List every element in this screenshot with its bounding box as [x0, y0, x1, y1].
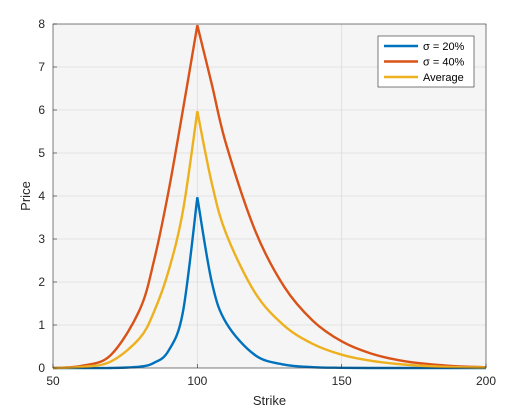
y-tick-label: 6 [38, 103, 45, 117]
y-tick-label: 2 [38, 275, 45, 289]
x-axis-ticks: 50 100 150 200 [46, 364, 496, 388]
legend-label-2: σ = 40% [423, 57, 465, 69]
y-tick-label: 5 [38, 146, 45, 160]
x-tick-label: 50 [46, 374, 60, 388]
series-line-2 [52, 25, 487, 370]
y-tick-label: 0 [38, 361, 45, 375]
x-tick-label: 150 [332, 374, 352, 388]
y-tick-label: 7 [38, 60, 45, 74]
y-axis-ticks: 0 1 2 3 4 5 6 7 8 [38, 17, 57, 375]
y-tick-label: 8 [38, 17, 45, 31]
legend: σ = 20% σ = 40% Average [377, 35, 475, 88]
y-axis-label: Price [18, 181, 33, 211]
y-tick-label: 3 [38, 232, 45, 246]
x-tick-label: 200 [476, 374, 496, 388]
y-tick-label: 1 [38, 318, 45, 332]
x-axis-label: Strike [253, 393, 286, 408]
legend-label-3: Average [423, 72, 464, 84]
series-line-3 [52, 111, 487, 370]
grid [53, 24, 486, 368]
y-tick-label: 4 [38, 189, 45, 203]
legend-label-1: σ = 20% [423, 41, 465, 53]
x-tick-label: 100 [187, 374, 207, 388]
